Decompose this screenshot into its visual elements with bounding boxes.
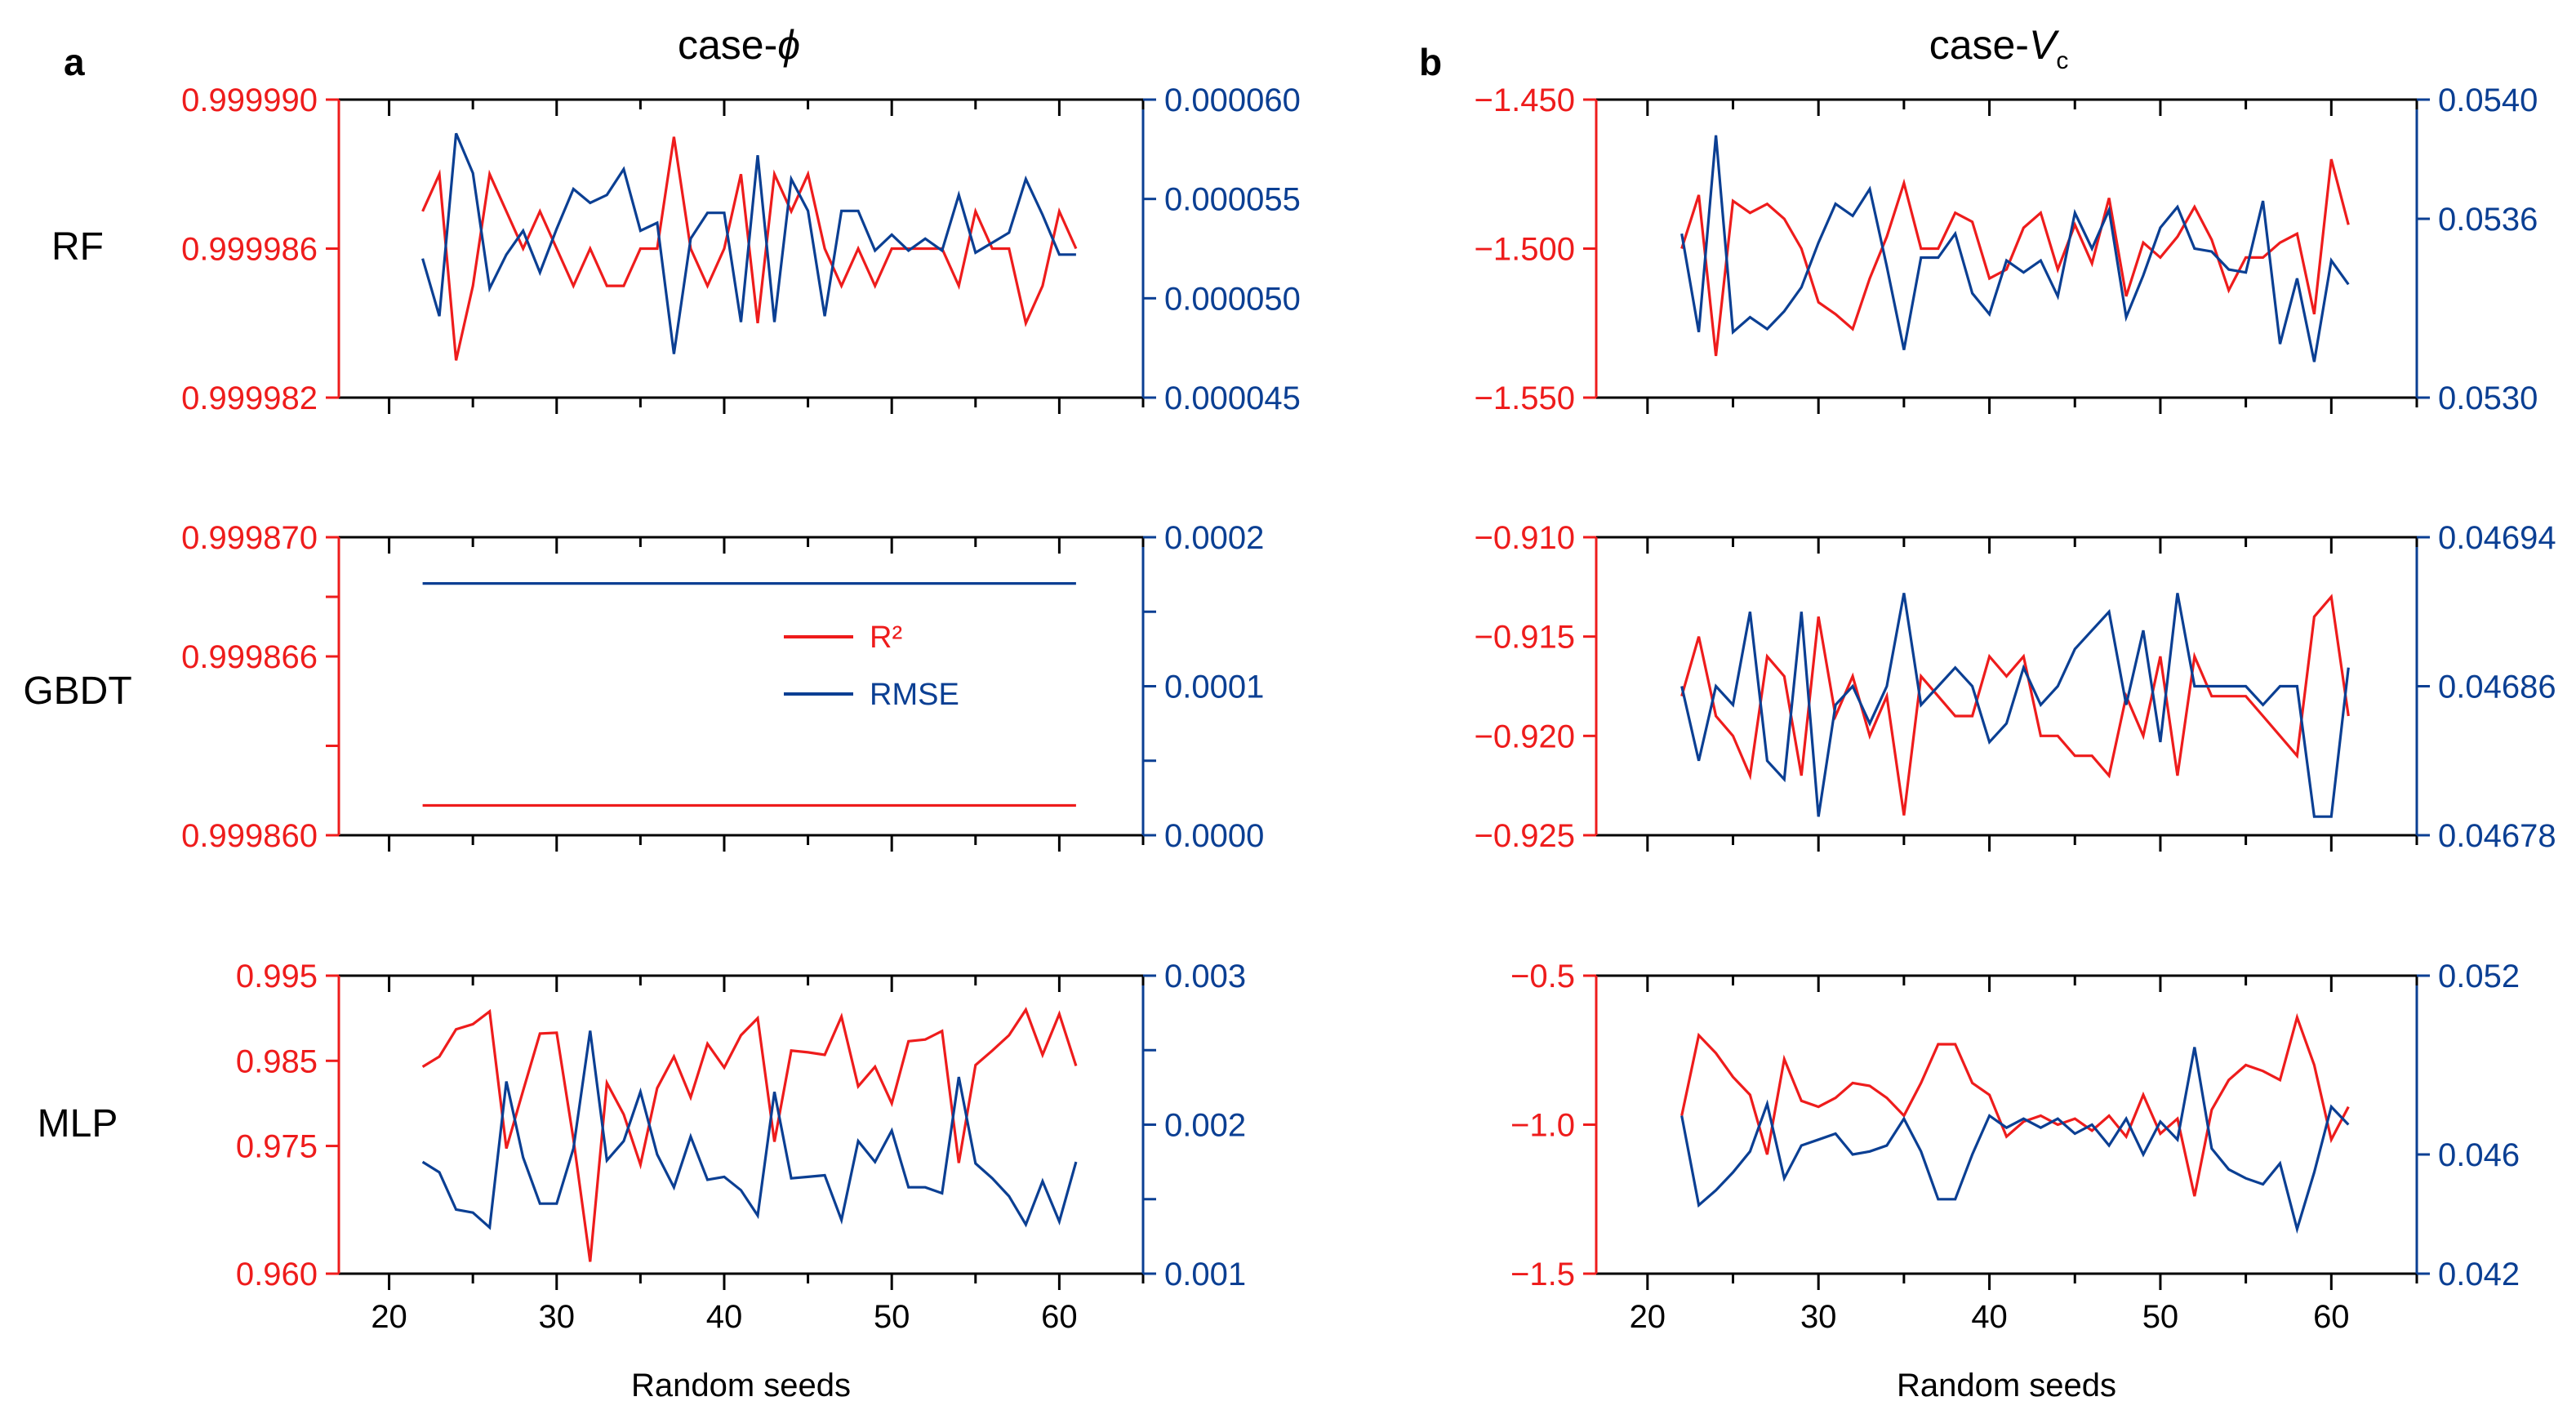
left-y-tick-label: −0.5	[1510, 959, 1575, 994]
column-title-b-text: case-	[1929, 22, 2029, 68]
legend: R² RMSE	[784, 621, 959, 712]
left-y-tick-label: 0.999870	[181, 520, 318, 556]
right-y-tick-label: 0.0530	[2438, 380, 2538, 416]
left-y-tick-label: −0.920	[1475, 718, 1575, 754]
row-label-mlp: MLP	[38, 1102, 118, 1145]
chart-b-mlp: 20 30 40 50 60 Random seeds −1.5 −1.0 −0.5 0.042 0…	[1510, 959, 2520, 1403]
row-label-gbdt: GBDT	[23, 669, 131, 713]
left-y-tick-label: −1.550	[1475, 380, 1575, 416]
column-title-b-subscript: c	[2056, 47, 2068, 74]
left-y-tick-label: −1.450	[1475, 82, 1575, 118]
rmse-series-line	[421, 1030, 1078, 1230]
x-tick-label: 50	[2142, 1299, 2179, 1335]
x-tick-label: 40	[706, 1299, 743, 1335]
left-y-tick-label: −1.0	[1510, 1108, 1575, 1144]
column-title-a-text: case-	[678, 22, 777, 68]
left-y-tick-label: −1.500	[1475, 232, 1575, 268]
rmse-series-line	[1680, 1047, 2350, 1234]
right-y-tick-label: 0.000060	[1164, 82, 1301, 118]
r2-series-line	[1680, 594, 2350, 816]
right-y-tick-label: 0.046	[2438, 1137, 2520, 1173]
x-tick-label: 20	[1630, 1299, 1666, 1335]
left-y-tick-label: −1.5	[1510, 1257, 1575, 1292]
right-y-tick-label: 0.000050	[1164, 281, 1301, 317]
right-y-tick-label: 0.0000	[1164, 818, 1264, 854]
right-y-tick-label: 0.0536	[2438, 202, 2538, 238]
right-y-tick-label: 0.003	[1164, 959, 1246, 994]
right-y-tick-label: 0.001	[1164, 1257, 1246, 1292]
left-y-tick-label: 0.960	[236, 1257, 318, 1292]
left-y-tick-label: 0.975	[236, 1129, 318, 1165]
x-tick-label: 30	[539, 1299, 576, 1335]
column-title-a: case-ϕ	[678, 22, 800, 68]
left-y-tick-label: −0.925	[1475, 818, 1575, 854]
left-y-tick-label: −0.915	[1475, 620, 1575, 656]
right-y-tick-label: 0.000055	[1164, 182, 1301, 218]
right-y-tick-label: 0.0540	[2438, 82, 2538, 118]
chart-b-rf: −1.550 −1.500 −1.450 0.0530 0.0536 0.0540	[1475, 82, 2538, 416]
left-y-tick-label: 0.995	[236, 959, 318, 994]
right-y-tick-label: 0.042	[2438, 1257, 2520, 1292]
x-tick-label: 20	[371, 1299, 407, 1335]
right-y-tick-label: 0.002	[1164, 1108, 1246, 1144]
left-y-tick-label: 0.999982	[181, 380, 318, 416]
rmse-series-line	[1680, 135, 2350, 363]
chart-a-mlp: 20 30 40 50 60 Random seeds 0.960 0.975 0.985 0.9…	[236, 959, 1246, 1403]
left-y-tick-label: 0.985	[236, 1043, 318, 1079]
r2-series-line	[1680, 1012, 2350, 1197]
r2-series-line	[1680, 158, 2350, 357]
left-y-tick-label: 0.999990	[181, 82, 318, 118]
chart-b-gbdt: −0.925 −0.920 −0.915 −0.910 0.04678 0.04686 0.…	[1475, 520, 2556, 854]
chart-a-gbdt: 0.999860 0.999866 0.999870 0.0000 0.0001 0.00…	[181, 520, 1264, 854]
x-axis-title: Random seeds	[631, 1368, 851, 1403]
x-tick-label: 50	[874, 1299, 910, 1335]
rmse-series-line	[1680, 593, 2350, 818]
x-tick-label: 60	[1041, 1299, 1078, 1335]
row-label-rf: RF	[51, 225, 104, 269]
right-y-tick-label: 0.04678	[2438, 818, 2556, 854]
x-tick-label: 30	[1800, 1299, 1837, 1335]
x-tick-label: 40	[1971, 1299, 2008, 1335]
left-y-tick-label: 0.999986	[181, 232, 318, 268]
column-title-b: case-Vc	[1929, 22, 2069, 74]
right-y-tick-label: 0.052	[2438, 959, 2520, 994]
chart-a-rf: 0.999982 0.999986 0.999990 0.000045 0.000050…	[181, 82, 1301, 416]
legend-r2-label: R²	[870, 621, 902, 655]
panel-label-b: b	[1419, 41, 1442, 83]
left-y-tick-label: 0.999860	[181, 818, 318, 854]
column-title-b-symbol: V	[2029, 22, 2060, 68]
right-y-tick-label: 0.0002	[1164, 520, 1264, 556]
right-y-tick-label: 0.000045	[1164, 380, 1301, 416]
column-title-a-symbol: ϕ	[777, 22, 800, 68]
chart-panels: 0.9999820.9999860.9999900.0000450.000050…	[181, 82, 2556, 1403]
left-y-tick-label: 0.999866	[181, 639, 318, 675]
left-y-tick-label: −0.910	[1475, 520, 1575, 556]
legend-rmse-label: RMSE	[870, 678, 959, 712]
rmse-series-line	[421, 132, 1076, 354]
panel-label-a: a	[64, 41, 85, 83]
right-y-tick-label: 0.0001	[1164, 669, 1264, 705]
right-y-tick-label: 0.04686	[2438, 669, 2556, 705]
right-y-tick-label: 0.04694	[2438, 520, 2556, 556]
x-axis-title: Random seeds	[1897, 1368, 2116, 1403]
x-tick-label: 60	[2313, 1299, 2350, 1335]
